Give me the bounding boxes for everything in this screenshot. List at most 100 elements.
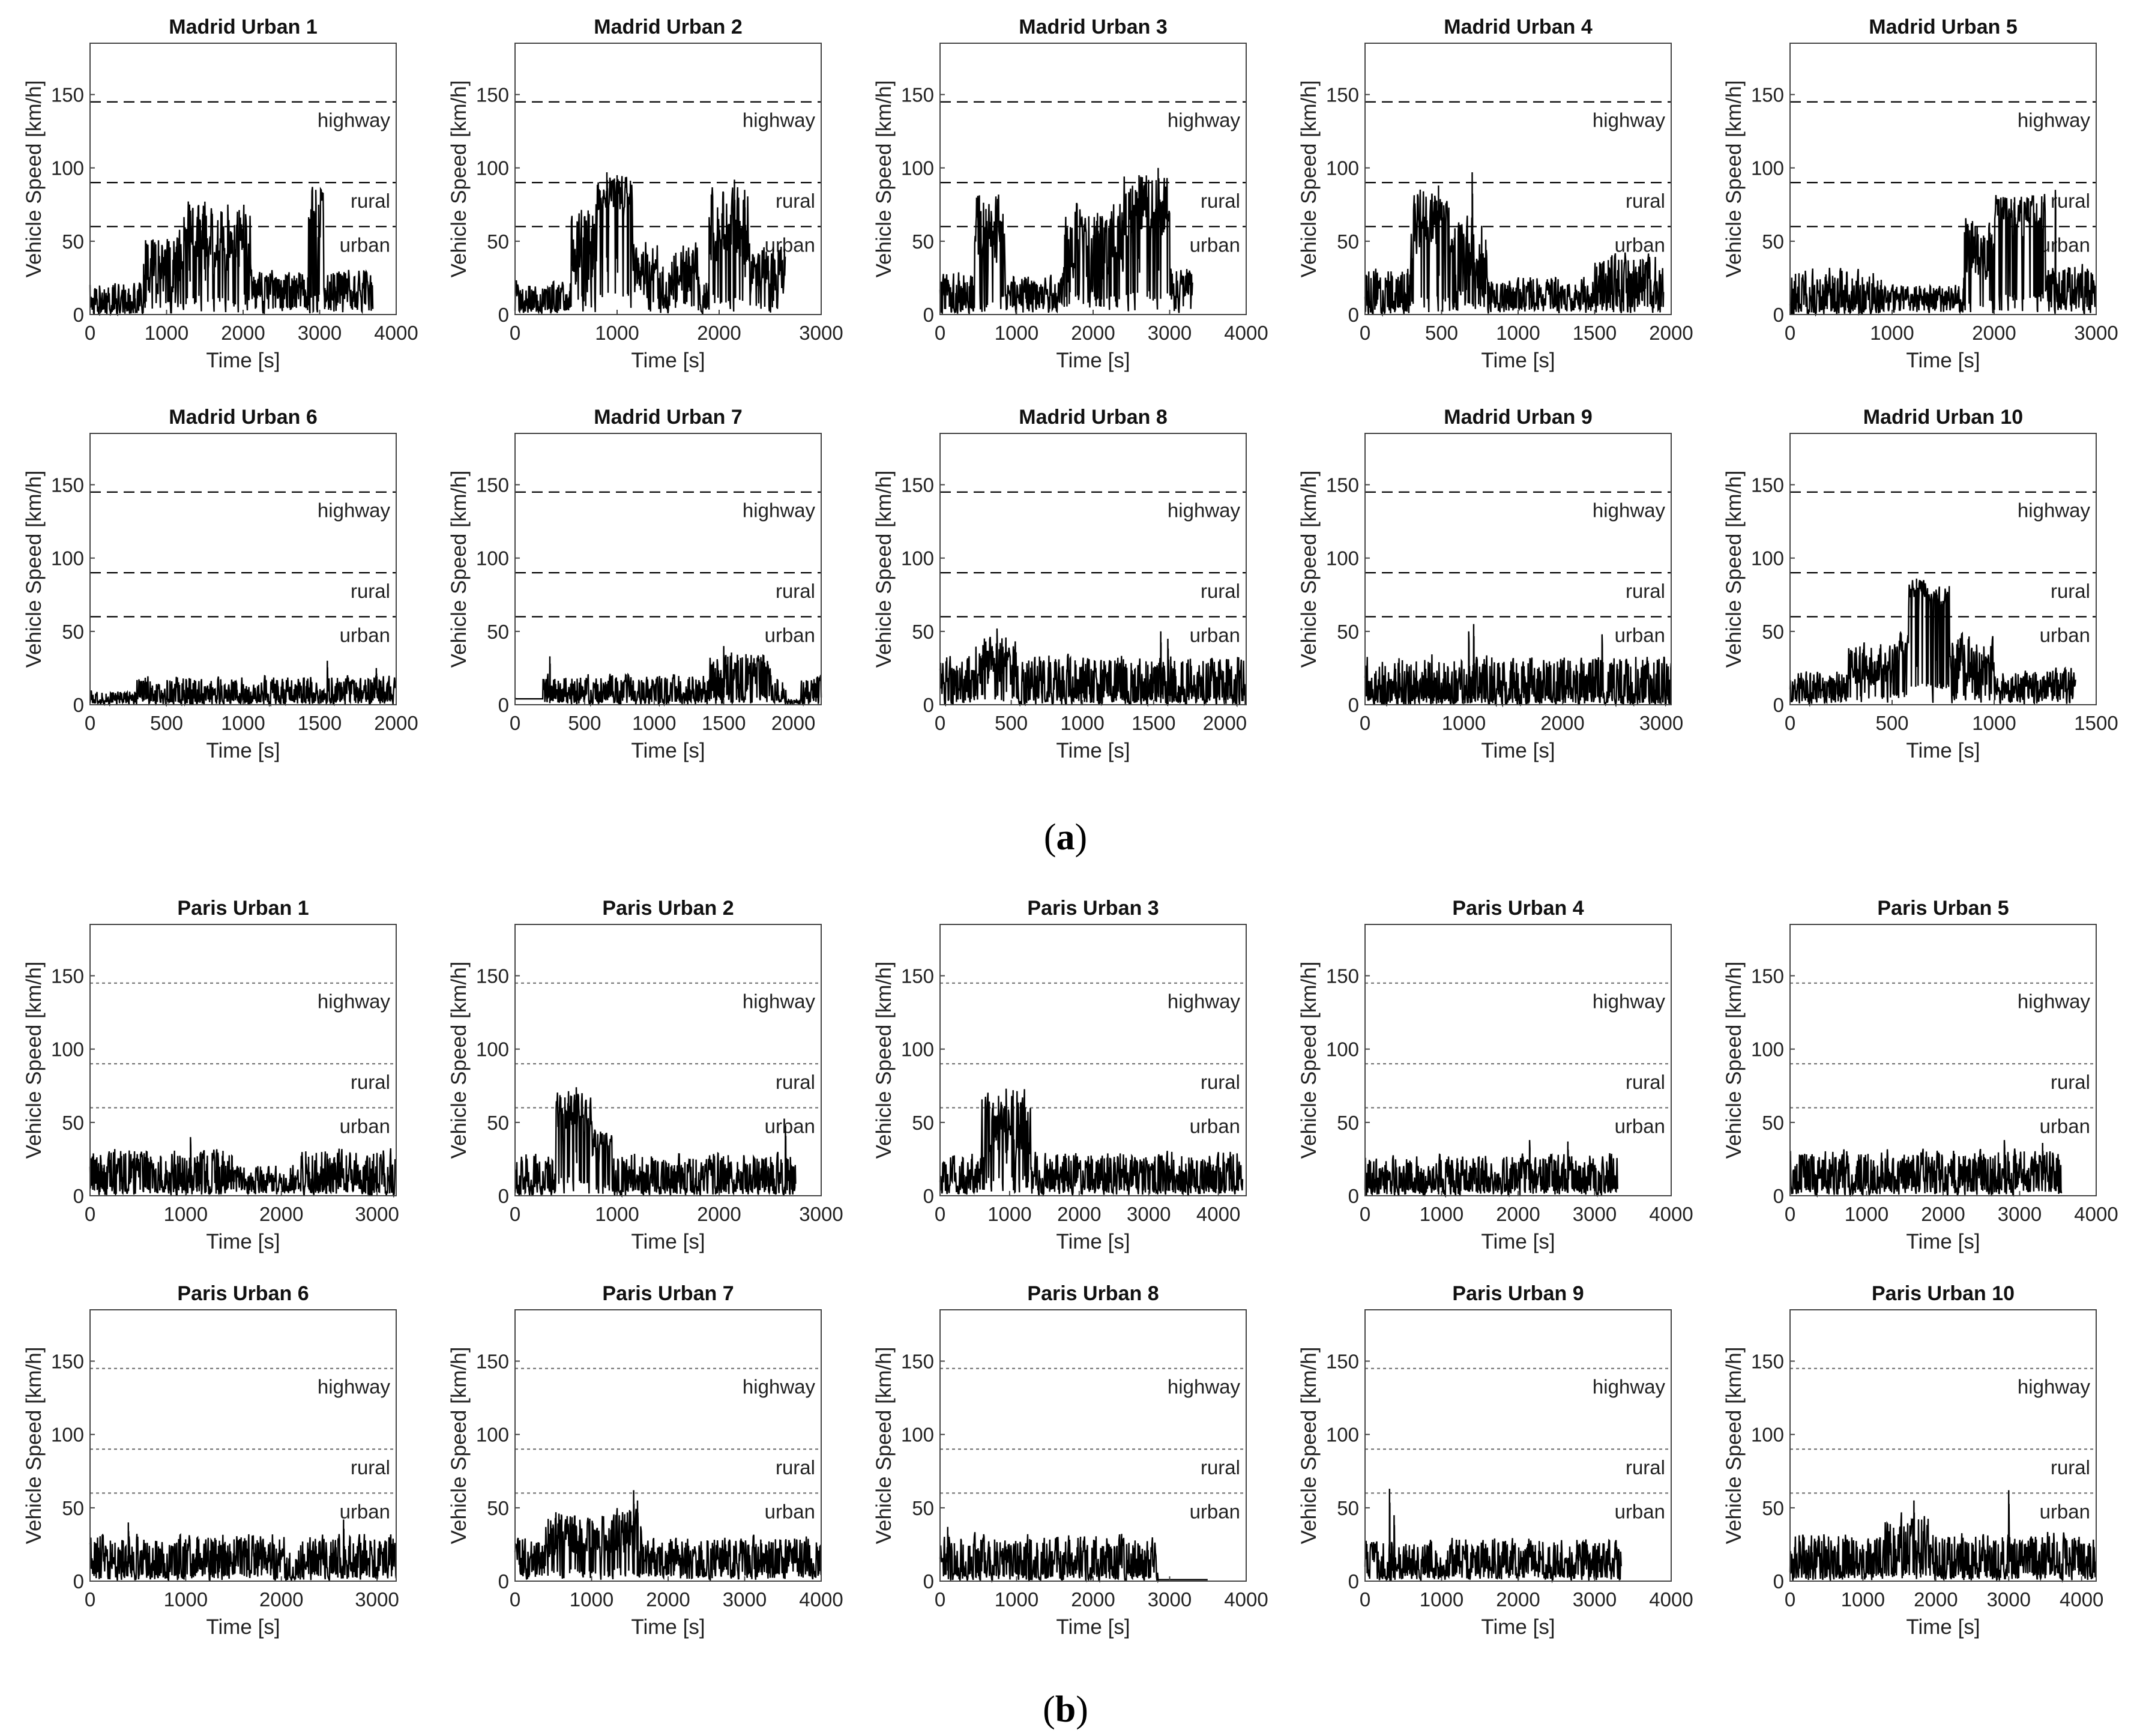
zone-label-urban: urban: [1615, 624, 1665, 646]
x-axis-label: Time [s]: [206, 1230, 280, 1253]
x-tick-label: 2000: [259, 1588, 303, 1611]
x-tick-label: 3000: [355, 1588, 399, 1611]
subplot-paris-urban-1: Paris Urban 1 urban rural highway 0 50 100 150 0…: [22, 897, 399, 1253]
y-tick-label: 50: [487, 231, 509, 253]
y-tick-label: 50: [1337, 231, 1359, 253]
y-tick-label: 100: [1326, 1424, 1359, 1446]
x-tick-label: 4000: [1196, 1203, 1240, 1225]
subplot-title: Paris Urban 5: [1877, 897, 2009, 920]
y-tick-label: 100: [1751, 157, 1784, 179]
zone-label-rural: rural: [776, 580, 815, 602]
x-tick-label: 1000: [1496, 322, 1540, 344]
subplot-madrid-urban-2: Madrid Urban 2 urban rural highway 0 50 100 150…: [447, 16, 843, 372]
zone-label-urban: urban: [340, 624, 390, 646]
axes-box: [514, 924, 822, 1196]
subplot-title: Madrid Urban 7: [594, 406, 742, 429]
zone-label-urban: urban: [1615, 1500, 1665, 1522]
x-tick-label: 2000: [221, 322, 265, 344]
subplot-title: Paris Urban 8: [1027, 1282, 1159, 1305]
y-tick-label: 50: [1762, 231, 1784, 253]
zone-label-rural: rural: [1201, 190, 1240, 212]
x-tick-label: 0: [1785, 1203, 1795, 1225]
speed-trace: [1364, 1140, 1618, 1198]
zone-label-urban: urban: [1190, 1500, 1240, 1522]
speed-trace: [89, 1519, 397, 1582]
x-axis-label: Time [s]: [631, 739, 705, 762]
subplot-title: Paris Urban 1: [177, 897, 309, 920]
x-tick-label: 2000: [1649, 322, 1693, 344]
speed-trace: [1789, 1490, 2097, 1583]
zone-label-urban: urban: [2040, 1500, 2090, 1522]
x-tick-label: 2000: [1203, 712, 1247, 734]
x-tick-label: 0: [1785, 1588, 1795, 1611]
subplot-paris-urban-7: Paris Urban 7 urban rural highway 0 50 100 150 0…: [447, 1282, 843, 1639]
y-tick-label: 150: [1326, 84, 1359, 106]
axes-box: [89, 1309, 397, 1582]
zone-label-urban: urban: [765, 234, 815, 256]
subplot-title: Paris Urban 4: [1452, 897, 1584, 920]
zone-label-highway: highway: [1168, 1376, 1241, 1398]
y-tick-label: 0: [498, 304, 509, 326]
y-tick-label: 150: [476, 474, 509, 496]
x-tick-label: 1500: [702, 712, 746, 734]
y-tick-label: 0: [498, 1185, 509, 1207]
x-tick-label: 2000: [1972, 322, 2016, 344]
zone-label-rural: rural: [1626, 1456, 1665, 1478]
zone-label-urban: urban: [2040, 1115, 2090, 1137]
axes-box: [89, 433, 397, 705]
y-tick-label: 150: [51, 1351, 84, 1373]
x-tick-label: 2000: [1496, 1588, 1540, 1611]
x-tick-label: 1000: [632, 712, 676, 734]
x-tick-label: 0: [1360, 712, 1370, 734]
zone-label-rural: rural: [351, 1071, 390, 1093]
subplot-title: Madrid Urban 5: [1869, 16, 2017, 38]
y-tick-label: 50: [62, 621, 84, 643]
y-tick-label: 0: [498, 694, 509, 716]
y-tick-label: 50: [62, 1497, 84, 1519]
y-tick-label: 150: [51, 474, 84, 496]
subplot-madrid-urban-9: Madrid Urban 9 urban rural highway 0 50 100 150…: [1297, 406, 1683, 762]
zone-label-rural: rural: [2051, 1456, 2090, 1478]
x-tick-label: 0: [1785, 712, 1795, 734]
speed-trace: [939, 1088, 1244, 1197]
axes-box: [939, 433, 1247, 705]
zone-label-highway: highway: [1168, 109, 1241, 131]
y-tick-label: 50: [487, 1112, 509, 1134]
x-tick-label: 2000: [697, 1203, 741, 1225]
x-tick-label: 0: [1360, 322, 1370, 344]
zone-label-highway: highway: [1168, 499, 1241, 522]
y-tick-label: 100: [901, 1038, 934, 1061]
y-tick-label: 150: [901, 474, 934, 496]
zone-label-highway: highway: [318, 109, 391, 131]
x-axis-label: Time [s]: [631, 1615, 705, 1639]
y-tick-label: 150: [476, 84, 509, 106]
y-tick-label: 150: [1326, 474, 1359, 496]
y-tick-label: 0: [923, 1185, 934, 1207]
y-tick-label: 50: [1762, 1497, 1784, 1519]
x-axis-label: Time [s]: [1056, 1615, 1130, 1639]
x-axis-label: Time [s]: [1906, 739, 1980, 762]
zone-label-highway: highway: [743, 990, 816, 1013]
y-tick-label: 150: [1751, 965, 1784, 987]
y-tick-label: 50: [487, 621, 509, 643]
x-tick-label: 0: [510, 322, 520, 344]
x-tick-label: 1000: [164, 1203, 208, 1225]
x-tick-label: 3000: [1148, 322, 1192, 344]
speed-trace: [939, 628, 1247, 708]
zone-label-urban: urban: [340, 1500, 390, 1522]
y-axis-label: Vehicle Speed [km/h]: [1297, 1347, 1321, 1545]
zone-label-highway: highway: [1168, 990, 1241, 1013]
zone-label-urban: urban: [1190, 234, 1240, 256]
x-tick-label: 2000: [1540, 712, 1584, 734]
zone-label-rural: rural: [2051, 190, 2090, 212]
x-axis-label: Time [s]: [1906, 1615, 1980, 1639]
x-axis-label: Time [s]: [1906, 1230, 1980, 1253]
zone-label-urban: urban: [765, 1500, 815, 1522]
zone-label-rural: rural: [776, 1071, 815, 1093]
x-axis-label: Time [s]: [1906, 349, 1980, 372]
x-tick-label: 1000: [1845, 1203, 1888, 1225]
speed-trace: [1789, 190, 2097, 317]
x-tick-label: 3000: [1148, 1588, 1192, 1611]
y-axis-label: Vehicle Speed [km/h]: [1722, 1347, 1746, 1545]
zone-label-highway: highway: [743, 109, 816, 131]
